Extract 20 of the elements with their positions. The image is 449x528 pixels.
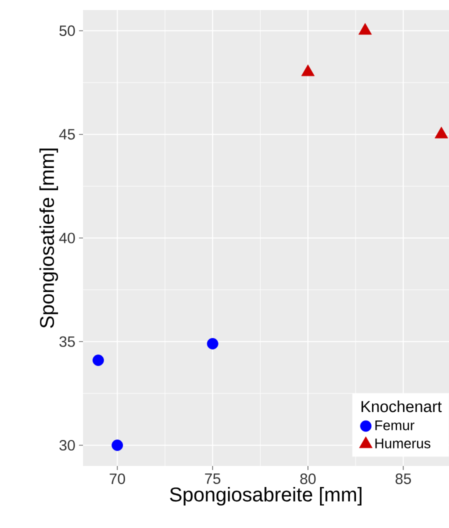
legend-label: Humerus (375, 438, 430, 448)
x-tick-label: 70 (110, 474, 126, 484)
point (92, 354, 104, 366)
y-tick-label: 40 (59, 232, 75, 244)
y-tick-label: 50 (59, 25, 75, 36)
legend-label: Femur (375, 420, 414, 430)
x-tick-label: 75 (205, 474, 220, 484)
point (206, 338, 218, 350)
x-tick-label: 80 (300, 474, 316, 484)
point (434, 126, 448, 138)
point (358, 23, 372, 35)
legend-title: Knochenart (362, 400, 442, 412)
point (301, 64, 315, 76)
y-tick-label: 45 (59, 129, 75, 140)
x-tick-label: 85 (396, 474, 411, 484)
x-axis-title: Spongiosabreite [mm] (170, 486, 362, 506)
y-axis-title: Spongiosatiefe [mm] (39, 148, 58, 328)
point (112, 440, 123, 451)
y-tick-label: 30 (59, 440, 75, 451)
y-tick-label: 35 (59, 336, 75, 347)
